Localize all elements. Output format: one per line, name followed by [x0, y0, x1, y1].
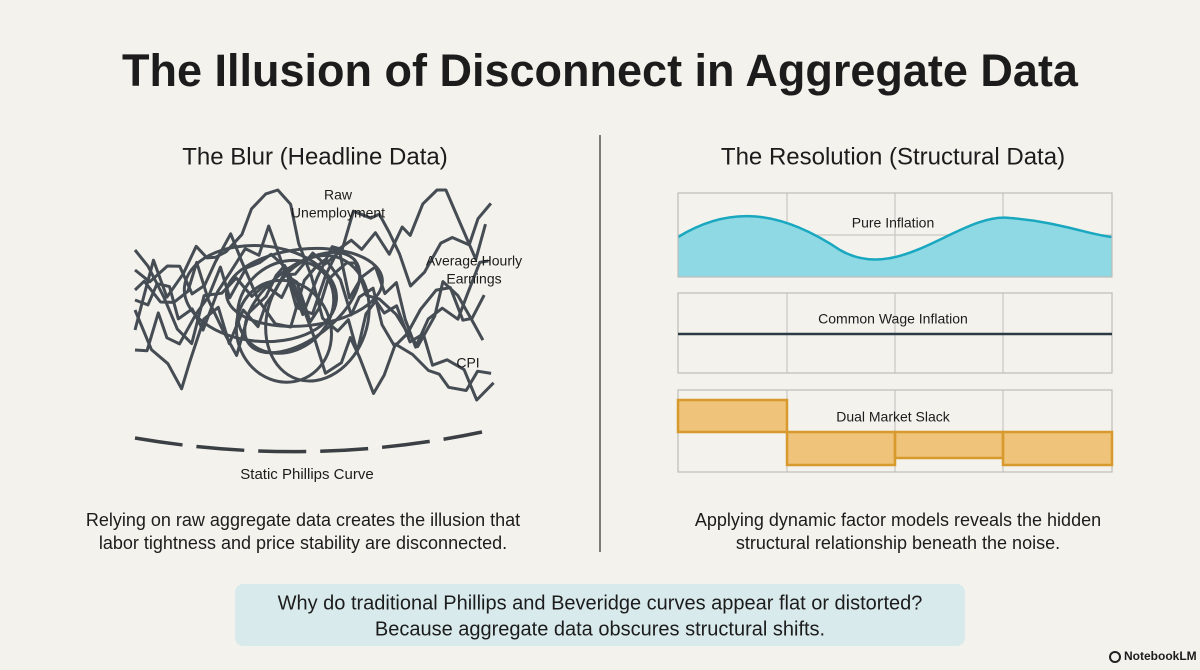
series-label: Average Hourly — [426, 253, 522, 269]
series-label: CPI — [456, 355, 479, 371]
scribble-lines — [133, 188, 495, 402]
caption: structural relationship beneath the nois… — [736, 533, 1060, 553]
brand-icon — [1109, 651, 1121, 663]
panel-label: Pure Inflation — [852, 215, 935, 231]
curve-label: Static Phillips Curve — [240, 466, 373, 483]
panel-label: Dual Market Slack — [836, 409, 951, 425]
scribble-loop — [243, 250, 362, 355]
panel-label: Common Wage Inflation — [818, 311, 968, 327]
scribble-loop — [224, 246, 384, 328]
scribble-line — [133, 188, 495, 402]
scribble-line — [133, 261, 486, 391]
scribble-line — [134, 252, 492, 395]
wave-area — [678, 216, 1112, 277]
scribble-line — [134, 232, 485, 348]
right-heading: The Resolution (Structural Data) — [721, 143, 1065, 170]
series-label: Unemployment — [291, 205, 385, 221]
scribble-loop — [264, 253, 371, 383]
step-blocks — [676, 398, 1114, 467]
series-label: Earnings — [446, 271, 501, 287]
caption: Applying dynamic factor models reveals t… — [695, 510, 1101, 530]
callout-text: Because aggregate data obscures structur… — [375, 618, 825, 640]
title: The Illusion of Disconnect in Aggregate … — [122, 45, 1079, 96]
phillips-curve — [134, 430, 483, 454]
caption: labor tightness and price stability are … — [99, 533, 507, 553]
scribble-loop — [182, 243, 338, 344]
left-heading: The Blur (Headline Data) — [182, 143, 447, 170]
callout-box — [235, 584, 965, 646]
wave-line — [677, 214, 1113, 261]
scribble-line — [133, 188, 487, 357]
series-label: Raw — [324, 187, 353, 203]
panel — [677, 192, 1113, 278]
caption: Relying on raw aggregate data creates th… — [86, 510, 520, 530]
brand: NotebookLM — [1124, 649, 1197, 663]
scribble-loop — [234, 278, 333, 384]
callout-text: Why do traditional Phillips and Beveridg… — [278, 592, 923, 614]
